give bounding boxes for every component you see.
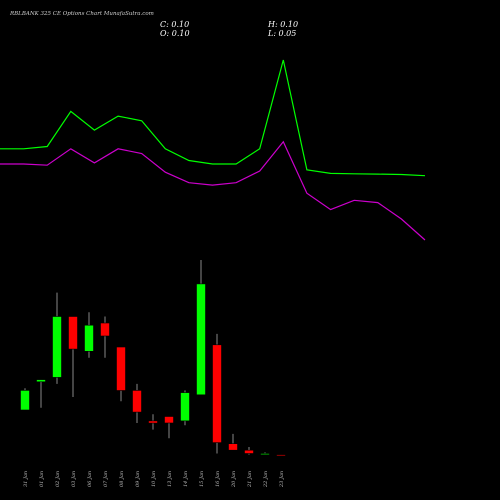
indicator-lines (0, 59, 426, 241)
candle-body-bullish (196, 283, 206, 396)
candle-6 (100, 316, 110, 358)
x-tick-label: 21 Jan (247, 471, 253, 488)
x-tick-label: 09 Jan (135, 471, 141, 487)
candle-body-bullish (260, 453, 270, 456)
x-tick-label: 10 Jan (151, 471, 157, 487)
candle-4 (68, 316, 78, 397)
candle-2 (36, 379, 46, 408)
x-axis-ticks: 31 Jan 01 Jan 02 Jan 03 Jan 06 Jan 07 Jan 08 J… (23, 471, 285, 488)
x-tick-label: 22 Jan (263, 471, 269, 488)
close-value: C: 0.10 (160, 20, 189, 29)
candle-body-bearish (276, 454, 286, 457)
indicator-line-2 (0, 140, 426, 241)
x-tick-label: 23 Jan (279, 471, 285, 488)
candle-9 (148, 414, 158, 430)
candle-13 (212, 333, 222, 454)
candle-body-bearish (132, 390, 142, 413)
candle-body-bearish (212, 344, 222, 443)
candle-body-bullish (36, 379, 46, 383)
candle-body-bearish (244, 449, 254, 454)
candle-17 (276, 454, 286, 457)
candle-body-bearish (116, 346, 126, 391)
chart-title: RBLBANK 325 CE Options Chart MunafaSutra… (9, 11, 154, 17)
indicator-line-1 (0, 59, 426, 177)
candle-16 (260, 452, 270, 456)
candle-10 (164, 416, 174, 439)
candlestick-series (20, 260, 286, 457)
x-tick-label: 31 Jan (23, 471, 29, 487)
candle-3 (52, 292, 62, 384)
candle-body-bullish (52, 316, 62, 378)
candle-body-bearish (228, 443, 238, 451)
x-tick-label: 01 Jan (39, 471, 45, 487)
candle-5 (84, 312, 94, 358)
x-tick-label: 07 Jan (103, 471, 109, 487)
candle-body-bearish (68, 316, 78, 350)
x-tick-label: 13 Jan (167, 471, 173, 487)
candle-15 (244, 447, 254, 455)
candle-1 (20, 388, 30, 411)
candle-body-bearish (148, 420, 158, 424)
candle-body-bullish (84, 324, 94, 352)
x-tick-label: 20 Jan (231, 471, 237, 488)
candle-8 (132, 383, 142, 423)
open-value: O: 0.10 (160, 29, 190, 38)
x-tick-label: 15 Jan (199, 471, 205, 487)
x-tick-label: 06 Jan (87, 471, 93, 487)
candle-body-bearish (164, 416, 174, 424)
x-tick-label: 02 Jan (55, 471, 61, 487)
high-value: H: 0.10 (267, 20, 298, 29)
candle-12 (196, 260, 206, 396)
x-tick-label: 16 Jan (215, 471, 221, 487)
candle-body-bearish (100, 322, 110, 337)
candle-7 (116, 346, 126, 402)
x-tick-label: 14 Jan (183, 471, 189, 487)
candle-11 (180, 390, 190, 426)
low-value: L: 0.05 (267, 29, 296, 38)
x-tick-label: 08 Jan (119, 471, 125, 487)
candle-body-bullish (20, 390, 30, 411)
candle-body-bullish (180, 392, 190, 422)
candle-14 (228, 433, 238, 451)
x-tick-label: 03 Jan (71, 471, 77, 487)
